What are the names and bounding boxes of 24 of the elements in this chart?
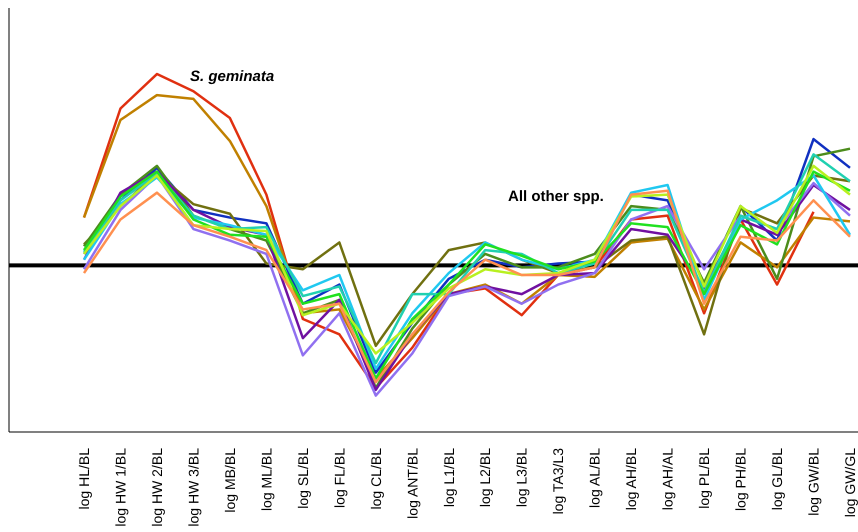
x-tick-label: log HL/BL — [76, 448, 92, 510]
x-tick-label: log AL/BL — [586, 448, 603, 508]
x-tick-label: log HW 1/BL — [112, 448, 128, 527]
annotation: All other spp. — [508, 188, 604, 205]
x-tick-label: log GW/GL — [842, 448, 858, 518]
x-tick-label: log AH/AL — [660, 448, 676, 510]
x-tick-label: log GL/BL — [769, 448, 786, 510]
annotation: S. geminata — [190, 68, 274, 85]
x-tick-label: log PL/BL — [696, 448, 712, 509]
x-tick-label: log HW 2/BL — [148, 448, 165, 527]
x-tick-label: log ML/BL — [258, 448, 274, 512]
x-tick-label: log MB/BL — [222, 448, 238, 513]
x-tick-label: log PH/BL — [732, 448, 749, 512]
x-tick-label: log L2/BL — [477, 448, 494, 508]
x-tick-label: log HW 3/BL — [185, 448, 202, 527]
x-tick-label: log ANT/BL — [404, 448, 420, 519]
x-tick-label: log CL/BL — [368, 448, 384, 510]
x-tick-label: log L3/BL — [514, 448, 530, 508]
x-tick-label: log AH/BL — [623, 448, 640, 510]
x-tick-label: log L1/BL — [440, 448, 457, 508]
x-tick-label: log GW/BL — [806, 448, 822, 516]
x-tick-label: log SL/BL — [294, 448, 311, 509]
x-tick-label: log FL/BL — [331, 448, 348, 508]
x-tick-label: log TA3/L3 — [550, 448, 566, 514]
